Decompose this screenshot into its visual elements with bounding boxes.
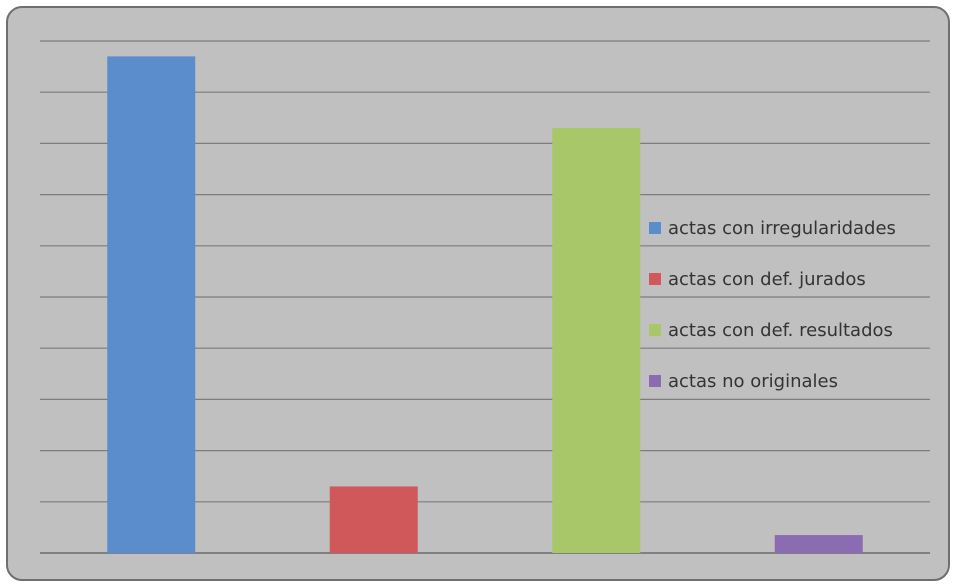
chart-frame: actas con irregularidades actas con def. … xyxy=(6,6,950,581)
bar-2 xyxy=(329,486,418,553)
legend-label-1: actas con irregularidades xyxy=(668,218,896,239)
legend-label-3: actas con def. resultados xyxy=(668,320,893,341)
legend-swatch-3 xyxy=(649,324,661,336)
legend-swatch-4 xyxy=(649,375,661,387)
legend-swatch-1 xyxy=(649,222,661,234)
legend-label-2: actas con def. jurados xyxy=(668,269,866,290)
legend-label-4: actas no originales xyxy=(668,371,838,392)
bar-chart: actas con irregularidades actas con def. … xyxy=(40,40,930,554)
legend: actas con irregularidades actas con def. … xyxy=(649,218,896,392)
legend-swatch-2 xyxy=(649,273,661,285)
bars xyxy=(107,56,863,554)
bar-4 xyxy=(774,535,863,553)
bar-1 xyxy=(107,56,196,554)
bar-3 xyxy=(552,128,641,553)
